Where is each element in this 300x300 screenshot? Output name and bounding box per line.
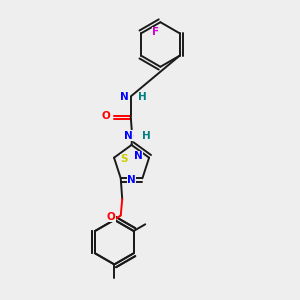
Text: H: H xyxy=(138,92,147,102)
Text: N: N xyxy=(120,92,129,101)
Text: F: F xyxy=(152,27,160,38)
Text: H: H xyxy=(142,131,150,141)
Text: O: O xyxy=(101,111,110,121)
Text: N: N xyxy=(134,151,142,161)
Text: S: S xyxy=(121,154,128,164)
Text: N: N xyxy=(124,131,133,141)
Text: N: N xyxy=(127,175,136,185)
Text: O: O xyxy=(106,212,116,222)
